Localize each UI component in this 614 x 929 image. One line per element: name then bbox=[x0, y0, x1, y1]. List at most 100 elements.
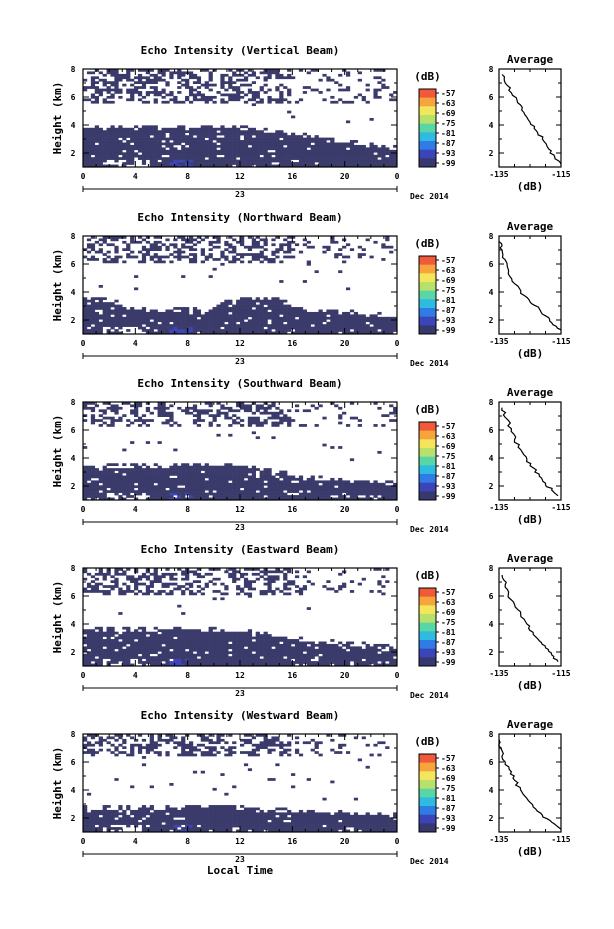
heatmap-cell bbox=[232, 468, 237, 471]
heatmap-cell bbox=[302, 480, 308, 484]
heatmap-cell bbox=[137, 424, 143, 427]
heatmap-cell bbox=[145, 321, 151, 325]
heatmap-cell bbox=[283, 495, 288, 498]
heatmap-cell bbox=[240, 302, 245, 305]
heatmap-cell bbox=[157, 656, 162, 659]
heatmap-cell bbox=[169, 661, 174, 664]
heatmap-cell bbox=[141, 253, 147, 256]
heatmap-cell bbox=[208, 634, 213, 637]
heatmap-cell bbox=[279, 91, 284, 94]
heatmap-cell bbox=[86, 331, 92, 335]
heatmap-cell bbox=[259, 324, 264, 327]
heatmap-cell bbox=[232, 73, 237, 77]
heatmap-cell bbox=[251, 495, 256, 498]
heatmap-cell bbox=[291, 142, 296, 146]
heatmap-cell bbox=[279, 164, 284, 168]
heatmap-cell bbox=[361, 321, 366, 325]
heatmap-cell bbox=[338, 73, 343, 77]
heatmap-cell bbox=[247, 661, 253, 664]
heatmap-cell bbox=[353, 144, 359, 148]
heatmap-cell bbox=[385, 162, 390, 165]
heatmap-cell bbox=[126, 255, 131, 259]
heatmap-cell bbox=[118, 130, 123, 133]
heatmap-cell bbox=[216, 309, 221, 313]
heatmap-cell bbox=[130, 485, 135, 489]
heatmap-cell bbox=[243, 661, 249, 664]
heatmap-cell bbox=[220, 470, 225, 474]
heatmap-cell bbox=[114, 127, 119, 131]
heatmap-cell bbox=[271, 152, 276, 156]
heatmap-cell bbox=[228, 95, 233, 99]
heatmap-cell bbox=[251, 480, 256, 484]
heatmap-cell bbox=[228, 319, 233, 323]
heatmap-cell bbox=[185, 149, 190, 153]
heatmap-cell bbox=[86, 492, 92, 496]
colorbar-tick-label: -81 bbox=[441, 462, 456, 471]
heatmap-cell bbox=[240, 309, 245, 313]
heatmap-cell bbox=[247, 485, 253, 489]
heatmap-cell bbox=[220, 262, 225, 266]
colorbar-swatch bbox=[419, 123, 436, 133]
heatmap-cell bbox=[287, 100, 292, 104]
heatmap-cell bbox=[153, 93, 158, 97]
heatmap-cell bbox=[83, 86, 88, 89]
heatmap-cell bbox=[236, 98, 241, 102]
heatmap-cell bbox=[330, 142, 335, 146]
heatmap-cell bbox=[126, 651, 131, 655]
heatmap-cell bbox=[232, 570, 237, 574]
heatmap-cell bbox=[192, 162, 198, 165]
heatmap-cell bbox=[157, 465, 162, 469]
heatmap-cell bbox=[134, 648, 139, 652]
heatmap-cell bbox=[228, 81, 233, 84]
heatmap-cell bbox=[287, 140, 292, 143]
heatmap-cell bbox=[161, 639, 166, 642]
heatmap-cell bbox=[318, 159, 323, 163]
heatmap-cell bbox=[200, 592, 205, 596]
heatmap-cell bbox=[228, 495, 233, 498]
heatmap-cell bbox=[145, 130, 151, 133]
heatmap-cell bbox=[126, 76, 131, 80]
heatmap-cell bbox=[173, 658, 178, 662]
heatmap-cell bbox=[118, 587, 123, 591]
heatmap-cell bbox=[224, 137, 229, 141]
heatmap-cell bbox=[377, 324, 382, 327]
heatmap-cell bbox=[106, 140, 111, 143]
heatmap-cell bbox=[302, 409, 308, 413]
heatmap-cell bbox=[102, 240, 107, 244]
heatmap-cell bbox=[169, 495, 174, 498]
heatmap-cell bbox=[342, 147, 347, 151]
heatmap-cell bbox=[118, 135, 123, 138]
heatmap-cell bbox=[196, 419, 202, 422]
heatmap-cell bbox=[279, 152, 284, 156]
heatmap-cell bbox=[267, 482, 272, 486]
heatmap-cell bbox=[86, 159, 92, 163]
heatmap-cell bbox=[130, 309, 135, 313]
heatmap-cell bbox=[212, 477, 217, 481]
heatmap-cell bbox=[275, 71, 280, 75]
heatmap-cell bbox=[224, 656, 229, 659]
heatmap-cell bbox=[240, 406, 245, 410]
heatmap-cell bbox=[208, 149, 213, 153]
heatmap-cell bbox=[130, 580, 135, 583]
heatmap-cell bbox=[173, 243, 178, 247]
heatmap-cell bbox=[90, 663, 96, 667]
heatmap-cell bbox=[141, 69, 147, 72]
colorbar-tick-label: -87 bbox=[441, 472, 456, 481]
heatmap-cell bbox=[232, 641, 237, 645]
colorbar-swatch bbox=[419, 97, 436, 107]
heatmap-cell bbox=[247, 69, 253, 72]
heatmap-cell bbox=[291, 477, 296, 481]
heatmap-cell bbox=[232, 93, 237, 97]
heatmap-cell bbox=[185, 631, 190, 635]
heatmap-cell bbox=[263, 411, 268, 415]
heatmap-cell bbox=[204, 411, 209, 415]
heatmap-cell bbox=[247, 98, 253, 102]
heatmap-cell bbox=[353, 495, 359, 498]
heatmap-cell bbox=[130, 95, 135, 99]
heatmap-cell bbox=[192, 142, 198, 146]
heatmap-cell bbox=[86, 316, 92, 320]
heatmap-cell bbox=[137, 636, 143, 640]
heatmap-cell bbox=[200, 149, 205, 153]
heatmap-cell bbox=[94, 495, 99, 498]
heatmap-cell bbox=[310, 487, 315, 491]
